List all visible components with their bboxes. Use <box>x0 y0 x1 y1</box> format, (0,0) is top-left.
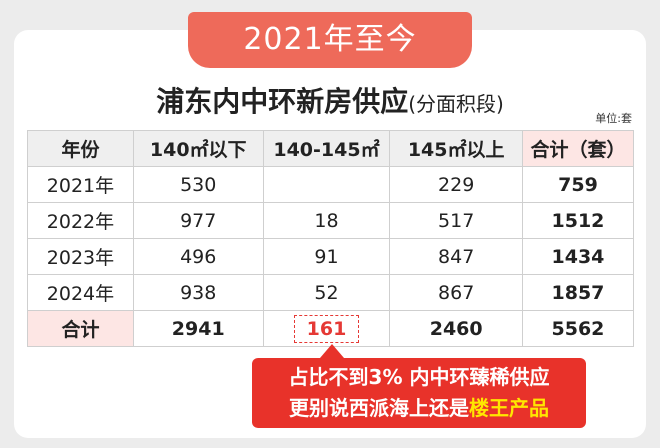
banner: 2021年至今 <box>188 12 472 68</box>
row: 2021年 530 229 759 <box>27 166 635 203</box>
header-cell: 合计（套） <box>521 130 635 167</box>
header-cell: 140㎡以下 <box>132 130 264 167</box>
row: 2022年 977 18 517 1512 <box>27 202 635 239</box>
cell: 977 <box>132 202 264 239</box>
cell: 161 <box>262 310 391 347</box>
cell: 2460 <box>389 310 523 347</box>
header-cell: 年份 <box>27 130 134 167</box>
row: 合计 2941 161 2460 5562 <box>27 310 635 347</box>
subtitle: (分面积段) <box>408 92 504 116</box>
row: 2023年 496 91 847 1434 <box>27 238 635 275</box>
header-row: 年份 140㎡以下 140-145㎡ 145㎡以上 合计（套） <box>27 130 635 167</box>
cell: 2023年 <box>27 238 134 275</box>
title-text: 浦东内中环新房供应 <box>156 85 409 118</box>
header-cell: 145㎡以上 <box>389 130 523 167</box>
cell <box>262 166 391 203</box>
cell: 759 <box>521 166 635 203</box>
row: 2024年 938 52 867 1857 <box>27 274 635 311</box>
cell: 合计 <box>27 310 134 347</box>
title: 浦东内中环新房供应(分面积段) <box>0 80 660 120</box>
callout-highlight: 楼王产品 <box>469 396 549 420</box>
cell: 2024年 <box>27 274 134 311</box>
cell: 2941 <box>132 310 264 347</box>
cell: 2022年 <box>27 202 134 239</box>
cell: 52 <box>262 274 391 311</box>
unit: 单位:套 <box>595 112 632 125</box>
header-cell: 140-145㎡ <box>262 130 391 167</box>
cell: 496 <box>132 238 264 275</box>
cell: 1512 <box>521 202 635 239</box>
cell: 2021年 <box>27 166 134 203</box>
table: 年份 140㎡以下 140-145㎡ 145㎡以上 合计（套） 2021年 530 229 75… <box>27 130 635 347</box>
cell: 91 <box>262 238 391 275</box>
cell: 18 <box>262 202 391 239</box>
callout-text: 更别说西派海上还是 <box>289 396 469 420</box>
callout-line: 占比不到3% 内中环臻稀供应 <box>288 365 550 389</box>
cell: 867 <box>389 274 523 311</box>
cell: 938 <box>132 274 264 311</box>
highlight-value: 161 <box>293 314 360 343</box>
cell: 5562 <box>521 310 635 347</box>
cell: 530 <box>132 166 264 203</box>
cell: 229 <box>389 166 523 203</box>
cell: 1857 <box>521 274 635 311</box>
callout: 占比不到3% 内中环臻稀供应 更别说西派海上还是楼王产品 <box>252 344 586 428</box>
callout-line: 更别说西派海上还是楼王产品 <box>252 393 586 424</box>
cell: 1434 <box>521 238 635 275</box>
cell: 517 <box>389 202 523 239</box>
cell: 847 <box>389 238 523 275</box>
